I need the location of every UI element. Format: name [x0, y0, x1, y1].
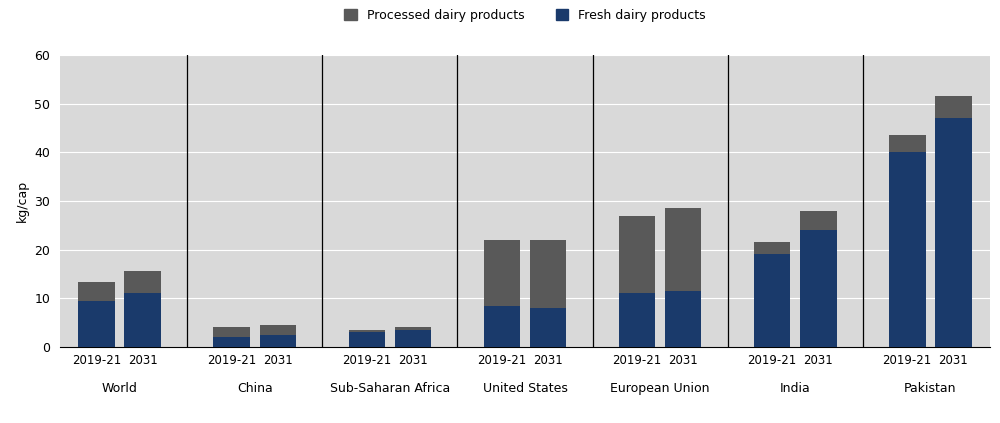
Text: China: China: [237, 382, 273, 395]
Bar: [349, 330, 385, 332]
Bar: [260, 335, 296, 347]
Bar: [213, 337, 250, 347]
Bar: [395, 327, 431, 330]
Bar: [260, 325, 296, 335]
Bar: [484, 305, 520, 347]
Bar: [484, 240, 520, 305]
Bar: [889, 152, 926, 347]
Bar: [78, 301, 115, 347]
Text: Pakistan: Pakistan: [904, 382, 956, 395]
Bar: [78, 282, 115, 301]
Bar: [124, 294, 161, 347]
Text: India: India: [780, 382, 810, 395]
Text: Sub-Saharan Africa: Sub-Saharan Africa: [330, 382, 450, 395]
Bar: [213, 327, 250, 337]
Bar: [530, 308, 566, 347]
Bar: [889, 135, 926, 152]
Bar: [754, 254, 790, 347]
Text: United States: United States: [483, 382, 567, 395]
Bar: [665, 291, 701, 347]
Bar: [395, 330, 431, 347]
Bar: [349, 332, 385, 347]
Text: European Union: European Union: [610, 382, 710, 395]
Bar: [800, 230, 837, 347]
Bar: [754, 242, 790, 254]
Bar: [800, 211, 837, 230]
Bar: [665, 208, 701, 291]
Bar: [935, 96, 972, 118]
Text: World: World: [102, 382, 138, 395]
Bar: [530, 240, 566, 308]
Bar: [619, 216, 655, 294]
Bar: [619, 294, 655, 347]
Bar: [935, 118, 972, 347]
Legend: Processed dairy products, Fresh dairy products: Processed dairy products, Fresh dairy pr…: [344, 9, 706, 22]
Y-axis label: kg/cap: kg/cap: [16, 180, 29, 222]
Bar: [124, 272, 161, 294]
